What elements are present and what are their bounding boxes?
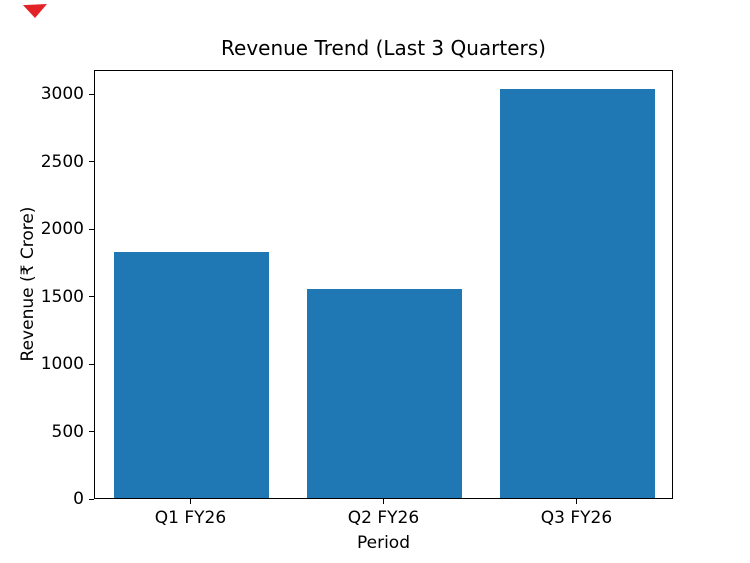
red-triangle-marker bbox=[23, 4, 47, 18]
x-tick-label: Q1 FY26 bbox=[154, 508, 227, 528]
y-tick-mark bbox=[89, 363, 94, 365]
y-tick-label: 1000 bbox=[40, 354, 84, 375]
plot-area bbox=[94, 70, 673, 499]
y-tick-label: 1500 bbox=[40, 286, 84, 307]
y-tick-label: 2000 bbox=[40, 219, 84, 240]
y-tick-label: 2500 bbox=[40, 151, 84, 172]
y-tick-mark bbox=[89, 431, 94, 433]
x-tick-mark bbox=[576, 499, 577, 504]
y-tick-mark bbox=[89, 93, 94, 95]
x-axis-title: Period bbox=[356, 533, 410, 553]
x-tick-label: Q3 FY26 bbox=[540, 508, 613, 528]
chart-title: Revenue Trend (Last 3 Quarters) bbox=[221, 36, 546, 60]
x-tick-label: Q2 FY26 bbox=[347, 508, 420, 528]
x-tick-mark bbox=[383, 499, 384, 504]
y-tick-mark bbox=[89, 498, 94, 500]
bar-q1-fy26 bbox=[114, 251, 269, 498]
x-tick-mark bbox=[190, 499, 191, 504]
bar-q2-fy26 bbox=[307, 288, 462, 498]
y-tick-label: 500 bbox=[51, 421, 84, 442]
y-tick-label: 0 bbox=[73, 489, 84, 509]
bar-q3-fy26 bbox=[500, 88, 655, 498]
y-tick-label: 3000 bbox=[40, 84, 84, 105]
y-tick-mark bbox=[89, 296, 94, 298]
y-tick-mark bbox=[89, 228, 94, 230]
y-tick-mark bbox=[89, 161, 94, 163]
